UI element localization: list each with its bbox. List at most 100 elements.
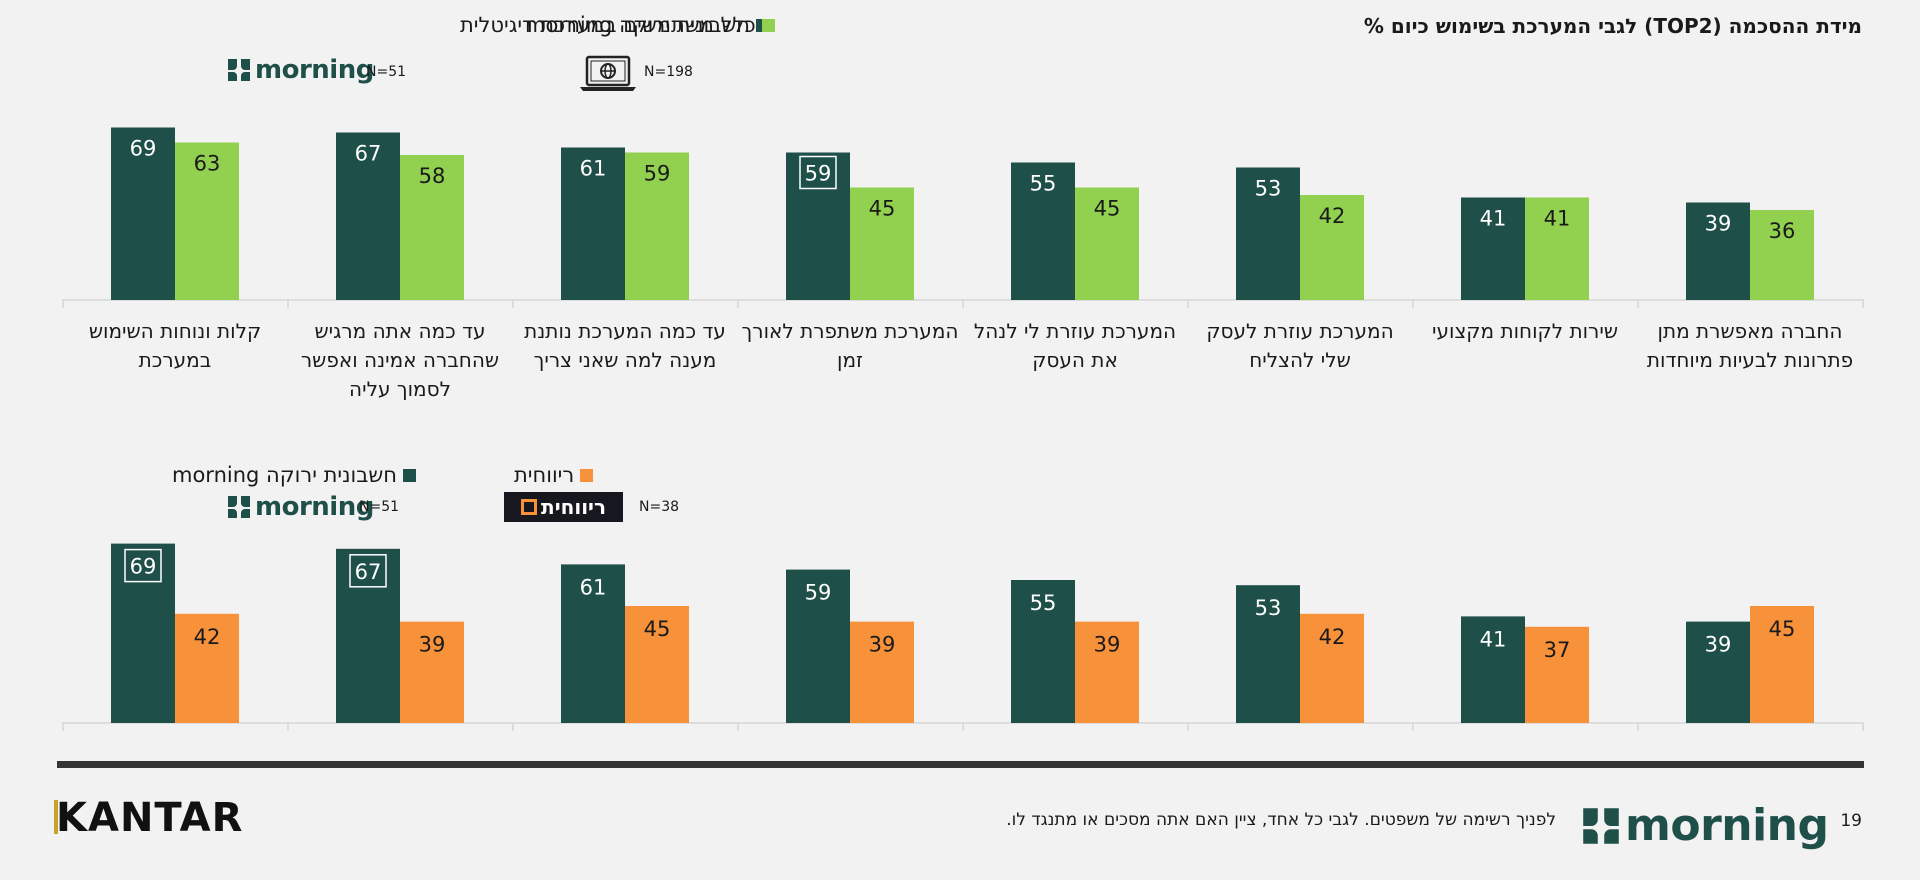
bar-value-label: 67 [355, 560, 382, 584]
bar-value-label: 69 [130, 137, 157, 161]
morning-logo-text: morning [1625, 800, 1829, 851]
bar-morning [1236, 167, 1300, 300]
bar-value-label: 36 [1769, 219, 1796, 243]
bar-value-label: 42 [1319, 625, 1346, 649]
morning-footer-logo: morning [1580, 800, 1829, 851]
bar-value-label: 45 [869, 197, 896, 221]
bar-morning [1011, 580, 1075, 723]
chart-top: 69 63 67 58 61 59 59 45 55 45 53 42 41 41 39 36 [62, 127, 1864, 308]
legend-swatch-digital [761, 18, 775, 32]
bar-comparison [1075, 187, 1139, 300]
category-label: המערכת עוזרת לי לנהל את העסק [973, 319, 1177, 372]
legend-bottom-rivhit: ריווחית [514, 463, 594, 487]
bar-morning [786, 569, 850, 723]
bar-value-label: 55 [1030, 172, 1057, 196]
bar-morning [336, 132, 400, 300]
bar-comparison [1300, 613, 1364, 723]
legend-swatch-morning [402, 468, 416, 482]
morning-logo-text: morning [255, 55, 374, 85]
bar-comparison [850, 621, 914, 723]
bar-morning [1011, 162, 1075, 300]
morning-logo-icon [228, 496, 250, 518]
bar-comparison [1750, 606, 1814, 723]
bar-value-label: 41 [1480, 627, 1507, 651]
bar-comparison [1075, 621, 1139, 723]
chart-bottom: 69 42 67 39 61 45 59 39 55 39 53 42 41 37 39 45 [62, 543, 1864, 731]
n-count-digital: N=198 [644, 64, 693, 80]
category-label: עד כמה אתה מרגיש שהחברה אמינה ואפשר לסמו… [300, 319, 500, 401]
bar-value-label: 53 [1255, 596, 1282, 620]
bar-value-label: 39 [869, 633, 896, 657]
bar-morning [1686, 621, 1750, 723]
bar-comparison [1300, 195, 1364, 300]
category-label: המערכת עוזרת לעסק שלי להצליח [1206, 319, 1394, 372]
category-label: קלות ונוחות השימוש במערכת [88, 319, 262, 372]
laptop-globe-icon [580, 55, 636, 91]
bar-value-label: 59 [805, 581, 832, 605]
n-count-morning-top: N=51 [366, 64, 407, 80]
footnote: לפניך רשימה של משפטים. לגבי כל אחד, ציין… [1006, 810, 1556, 830]
bar-morning [561, 564, 625, 723]
legend-top-morning: חשבונית ירוקה morning [525, 13, 769, 37]
bar-value-label: 39 [1705, 633, 1732, 657]
bar-value-label: 59 [805, 162, 832, 186]
highlight-box [799, 155, 837, 190]
bar-value-label: 39 [419, 633, 446, 657]
bar-value-label: 67 [355, 142, 382, 166]
bar-value-label: 61 [580, 157, 607, 181]
legend-label: חשבונית ירוקה morning [172, 463, 397, 487]
bar-value-label: 63 [194, 152, 221, 176]
category-label: שירות לקוחות מקצועי [1432, 319, 1618, 343]
bar-morning [1461, 616, 1525, 723]
bar-value-label: 45 [1769, 617, 1796, 641]
bar-comparison [400, 621, 464, 723]
rivhit-logo-icon [521, 499, 538, 515]
morning-logo: morning [226, 492, 374, 522]
morning-logo-icon [1583, 807, 1619, 844]
bar-morning [561, 147, 625, 300]
bar-value-label: 58 [419, 164, 446, 188]
morning-logo-icon [228, 59, 250, 81]
highlight-box [124, 548, 162, 583]
bar-comparison [625, 606, 689, 723]
bar-morning [336, 548, 400, 723]
bar-value-label: 39 [1705, 212, 1732, 236]
bar-value-label: 45 [644, 617, 671, 641]
category-label: עד כמה המערכת נותנת מענה למה שאני צריך [524, 319, 726, 372]
legend-label: חשבונית ירוקה morning [525, 13, 750, 37]
bar-value-label: 41 [1544, 207, 1571, 231]
bar-value-label: 39 [1094, 633, 1121, 657]
morning-logo-text: morning [255, 492, 374, 522]
bar-value-label: 45 [1094, 197, 1121, 221]
bar-comparison [175, 142, 239, 300]
bar-morning [1461, 197, 1525, 300]
bar-morning [1236, 585, 1300, 723]
bar-value-label: 55 [1030, 591, 1057, 615]
legend-bottom-morning: חשבונית ירוקה morning [172, 463, 416, 487]
bar-value-label: 41 [1480, 207, 1507, 231]
bar-comparison [1525, 626, 1589, 723]
bar-value-label: 37 [1544, 638, 1571, 662]
bar-value-label: 42 [1319, 204, 1346, 228]
category-label: המערכת משתפרת לאורך זמן [741, 319, 959, 372]
kantar-logo: KANTAR [54, 795, 243, 841]
bar-morning [111, 127, 175, 300]
bar-comparison [850, 187, 914, 300]
rivhit-logo-text: ריווחית [541, 495, 606, 519]
chart-title: מידת ההסכמה (TOP2) לגבי המערכת בשימוש כי… [1363, 14, 1862, 38]
morning-logo: morning [226, 55, 374, 85]
rivhit-logo: ריווחית [504, 492, 623, 522]
category-label: החברה מאפשרת מתן פתרונות לבעיות מיוחדות [1646, 319, 1854, 372]
kantar-logo-text: KANTAR [56, 795, 244, 841]
bar-value-label: 69 [130, 555, 157, 579]
bar-value-label: 61 [580, 575, 607, 599]
legend-label: כלל משתמשים במערכת דיגיטלית [460, 13, 756, 37]
footer-divider [57, 761, 1864, 768]
bar-morning [786, 152, 850, 300]
bar-comparison [175, 613, 239, 723]
legend-label: ריווחית [514, 463, 575, 487]
bar-value-label: 53 [1255, 177, 1282, 201]
n-count-rivhit: N=38 [639, 499, 680, 515]
bar-comparison [625, 152, 689, 300]
bar-value-label: 42 [194, 625, 221, 649]
